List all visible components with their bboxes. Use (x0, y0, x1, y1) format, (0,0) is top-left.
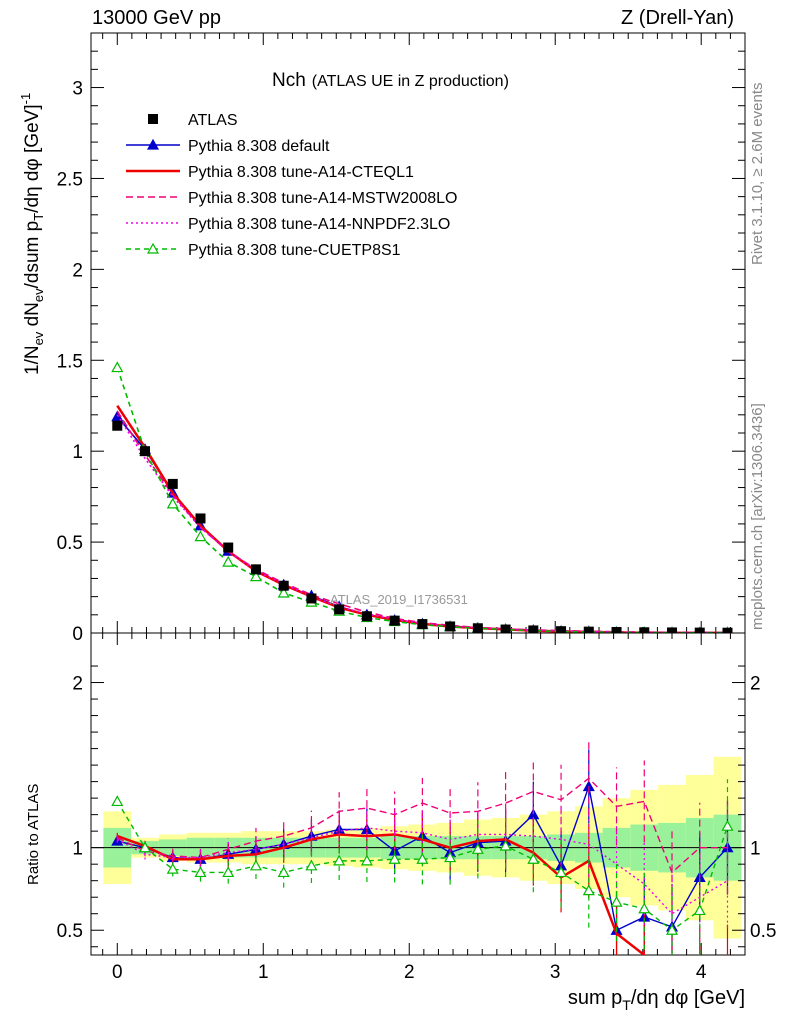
ratio-point-cuetp8s1 (638, 902, 651, 914)
plot-title-sub: (ATLAS UE in Z production) (312, 73, 509, 90)
legend-marker-cuetp8s1 (146, 242, 160, 254)
point-atlas (140, 446, 151, 457)
ratio-point-cuetp8s1 (721, 819, 734, 831)
x-tick-label: 3 (550, 962, 561, 983)
ratio-point-cuetp8s1 (166, 862, 179, 874)
point-atlas (639, 627, 650, 633)
point-atlas (445, 621, 456, 632)
point-cuetp8s1 (222, 555, 235, 567)
ratio-point-cuetp8s1 (499, 839, 512, 851)
point-atlas (472, 623, 483, 633)
ratio-series (111, 741, 734, 955)
ratio-point-cuetp8s1 (665, 923, 679, 935)
ratio-y-tick-label: 0.5 (57, 921, 83, 942)
x-tick-label: 4 (696, 962, 707, 983)
rivet-label: Rivet 3.1.10, ≥ 2.6M events (749, 83, 766, 266)
point-atlas (694, 627, 705, 633)
plot-title: Nch (ATLAS UE in Z production) (272, 70, 509, 91)
mcplots-label: mcplots.cern.ch [arXiv:1306.3436] (749, 403, 766, 630)
point-atlas (167, 478, 178, 489)
point-atlas (528, 625, 539, 633)
ratio-point-cuetp8s1 (194, 866, 207, 878)
ratio-point-cuetp8s1 (610, 895, 623, 907)
main-y-axis-label: 1/Nev dNev/dsum pT/dη dφ [GeV]-1 (18, 93, 46, 375)
ratio-point-cuetp8s1 (333, 854, 346, 866)
point-atlas (500, 624, 511, 633)
ratio-y-tick-label: 1 (72, 839, 83, 860)
ratio-point-cuetp8s1 (527, 852, 540, 864)
legend-marker-atlas (148, 114, 158, 124)
point-atlas (389, 615, 400, 626)
legend-label-nnpdf: Pythia 8.308 tune-A14-NNPDF2.3LO (188, 216, 450, 233)
ratio-line-cuetp8s1 (116, 801, 729, 932)
ratio-panel: 0 1 2 3 4 0.5 0.5 1 1 2 2 (57, 632, 776, 983)
ratio-frame (90, 632, 746, 956)
point-cuetp8s1 (277, 586, 290, 598)
point-atlas (583, 626, 594, 633)
y-tick-label: 1 (72, 442, 83, 463)
main-series (111, 361, 733, 633)
point-cuetp8s1 (166, 497, 179, 509)
x-tick-label: 1 (258, 962, 269, 983)
legend-label-default: Pythia 8.308 default (188, 138, 330, 155)
ratio-point-cuetp8s1 (471, 843, 484, 854)
ratio-point-cuetp8s1 (360, 854, 373, 866)
ratio-y-axis-label: Ratio to ATLAS (25, 784, 42, 885)
ratio-point-cuetp8s1 (582, 884, 595, 896)
ratio-point-cuetp8s1 (305, 859, 318, 871)
collision-label: 13000 GeV pp (92, 7, 221, 29)
legend-label-cuetp8s1: Pythia 8.308 tune-CUETP8S1 (188, 242, 401, 259)
point-atlas (417, 619, 428, 630)
ratio-y-tick-label-right: 1 (750, 839, 761, 860)
ratio-y-tick-label-right: 0.5 (750, 921, 776, 942)
ratio-point-cuetp8s1 (416, 852, 429, 864)
y-tick-label: 3 (72, 79, 83, 100)
point-atlas (334, 604, 345, 615)
point-cuetp8s1 (111, 361, 124, 373)
plot-title-main: Nch (272, 70, 306, 91)
point-atlas (611, 627, 622, 633)
ratio-point-cuetp8s1 (444, 851, 457, 863)
process-label: Z (Drell-Yan) (621, 7, 734, 29)
ratio-y-tick-label: 2 (72, 674, 83, 695)
y-tick-label: 2.5 (57, 169, 83, 190)
y-tick-label: 0.5 (57, 533, 83, 554)
y-tick-label: 0 (72, 624, 83, 645)
ratio-point-cuetp8s1 (693, 904, 706, 916)
point-atlas (667, 627, 678, 633)
legend-label-atlas: ATLAS (188, 112, 238, 129)
ratio-point-cuetp8s1 (249, 859, 262, 871)
ratio-point-cuetp8s1 (222, 866, 235, 878)
point-atlas (223, 542, 234, 553)
legend-marker-default (146, 138, 160, 150)
ratio-point-cuetp8s1 (138, 841, 152, 853)
point-atlas (250, 564, 261, 575)
point-cuetp8s1 (249, 570, 262, 582)
legend-label-mstw: Pythia 8.308 tune-A14-MSTW2008LO (188, 190, 457, 207)
ratio-point-cuetp8s1 (388, 852, 401, 864)
ratio-point-cuetp8s1 (111, 795, 124, 807)
x-axis-label: sum pT/dη dφ [GeV] (568, 987, 745, 1013)
point-atlas (722, 627, 733, 633)
x-tick-label: 2 (404, 962, 415, 983)
y-tick-label: 2 (72, 260, 83, 281)
point-atlas (361, 611, 372, 622)
ratio-point-cuetp8s1 (555, 866, 568, 878)
point-atlas (556, 626, 567, 633)
ratio-y-tick-label-right: 2 (750, 674, 761, 695)
point-atlas (112, 420, 123, 431)
point-atlas (306, 593, 317, 604)
x-tick-label: 0 (112, 962, 123, 983)
analysis-watermark: ATLAS_2019_I1736531 (330, 592, 468, 607)
legend: ATLAS Pythia 8.308 default Pythia 8.308 tu… (126, 112, 457, 259)
point-atlas (195, 513, 206, 524)
ratio-line-nnpdf (116, 827, 728, 915)
ratio-point-cuetp8s1 (277, 866, 290, 878)
legend-label-cteql1: Pythia 8.308 tune-A14-CTEQL1 (188, 164, 414, 181)
point-cuetp8s1 (194, 530, 207, 542)
y-tick-label: 1.5 (57, 351, 83, 372)
point-atlas (278, 580, 289, 591)
